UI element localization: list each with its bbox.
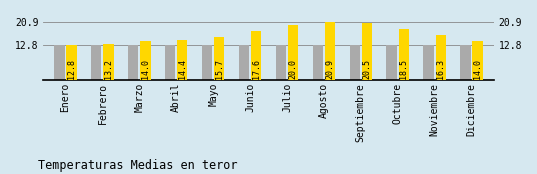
Text: 14.0: 14.0 xyxy=(473,59,482,79)
Bar xyxy=(436,35,446,80)
Bar xyxy=(473,41,483,80)
Text: 16.3: 16.3 xyxy=(436,59,445,79)
Text: 13.2: 13.2 xyxy=(104,59,113,79)
Text: 20.9: 20.9 xyxy=(325,59,335,79)
Bar xyxy=(288,25,298,80)
Bar xyxy=(387,45,397,80)
Text: 17.6: 17.6 xyxy=(252,59,260,79)
Bar xyxy=(67,45,77,80)
Bar xyxy=(177,40,187,80)
Bar xyxy=(251,31,262,80)
Text: 20.5: 20.5 xyxy=(362,59,372,79)
Bar xyxy=(91,45,101,80)
Bar xyxy=(239,45,249,80)
Text: 14.0: 14.0 xyxy=(141,59,150,79)
Bar xyxy=(128,45,139,80)
Bar xyxy=(313,45,323,80)
Bar xyxy=(423,45,434,80)
Bar xyxy=(202,45,212,80)
Text: 20.0: 20.0 xyxy=(288,59,297,79)
Bar xyxy=(362,23,372,80)
Text: 18.5: 18.5 xyxy=(400,59,408,79)
Bar xyxy=(398,29,409,80)
Bar xyxy=(214,37,224,80)
Bar xyxy=(460,45,470,80)
Bar xyxy=(103,44,114,80)
Bar xyxy=(275,45,286,80)
Bar xyxy=(54,45,64,80)
Text: 12.8: 12.8 xyxy=(67,59,76,79)
Bar xyxy=(325,22,335,80)
Bar xyxy=(140,41,150,80)
Text: 14.4: 14.4 xyxy=(178,59,187,79)
Bar xyxy=(350,45,360,80)
Text: 15.7: 15.7 xyxy=(215,59,224,79)
Bar xyxy=(165,45,175,80)
Text: Temperaturas Medias en teror: Temperaturas Medias en teror xyxy=(38,159,237,172)
